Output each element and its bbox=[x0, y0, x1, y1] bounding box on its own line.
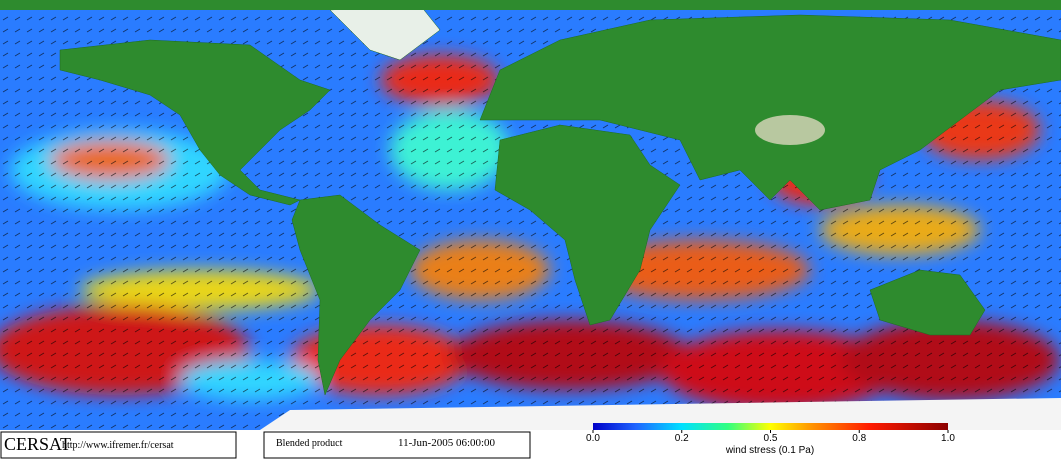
colorbar-tick-label: 0.0 bbox=[586, 433, 600, 444]
logo: CERSAT bbox=[4, 434, 71, 454]
colorbar-tick-label: 1.0 bbox=[941, 433, 955, 444]
footer: CERSAT http://www.ifremer.fr/cersat Blen… bbox=[0, 423, 1061, 462]
product: Blended product bbox=[276, 438, 343, 449]
colorbar-tick-label: 0.5 bbox=[764, 433, 778, 444]
colorbar-label: wind stress (0.1 Pa) bbox=[725, 445, 814, 456]
colorbar-tick-label: 0.8 bbox=[852, 433, 866, 444]
timestamp: 11-Jun-2005 06:00:00 bbox=[398, 437, 496, 449]
land bbox=[0, 0, 1061, 430]
colorbar bbox=[593, 423, 948, 430]
url: http://www.ifremer.fr/cersat bbox=[62, 440, 174, 451]
colorbar-tick-label: 0.2 bbox=[675, 433, 689, 444]
